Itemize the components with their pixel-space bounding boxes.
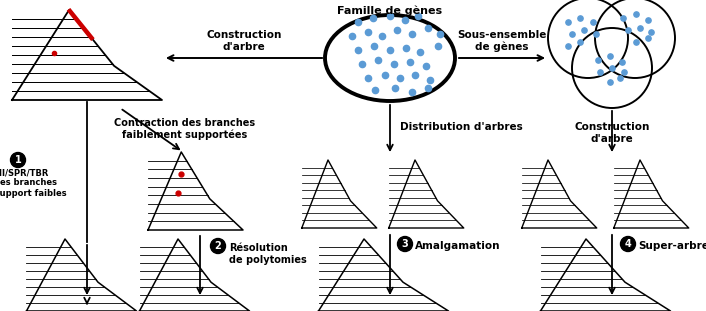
Circle shape (11, 152, 25, 168)
Text: Construction
d'arbre: Construction d'arbre (574, 122, 650, 144)
Circle shape (397, 236, 412, 252)
Text: Famille de gènes: Famille de gènes (337, 5, 443, 16)
Text: Super-arbre: Super-arbre (638, 241, 706, 251)
Text: Contraction des branches
faiblement supportées: Contraction des branches faiblement supp… (114, 118, 256, 140)
Text: Résolution
de polytomies: Résolution de polytomies (229, 243, 306, 265)
Text: 1: 1 (15, 155, 21, 165)
Text: Sous-ensemble
de gènes: Sous-ensemble de gènes (457, 30, 546, 52)
Text: Construction
d'arbre: Construction d'arbre (206, 30, 282, 52)
Circle shape (210, 239, 225, 253)
Text: 4: 4 (625, 239, 631, 249)
Circle shape (621, 236, 635, 252)
Text: 2: 2 (215, 241, 222, 251)
Text: NNI/SPR/TBR
sur les branches
avec support faibles: NNI/SPR/TBR sur les branches avec suppor… (0, 168, 66, 198)
Text: 3: 3 (402, 239, 408, 249)
Text: Amalgamation: Amalgamation (415, 241, 501, 251)
Text: Distribution d'arbres: Distribution d'arbres (400, 122, 522, 132)
